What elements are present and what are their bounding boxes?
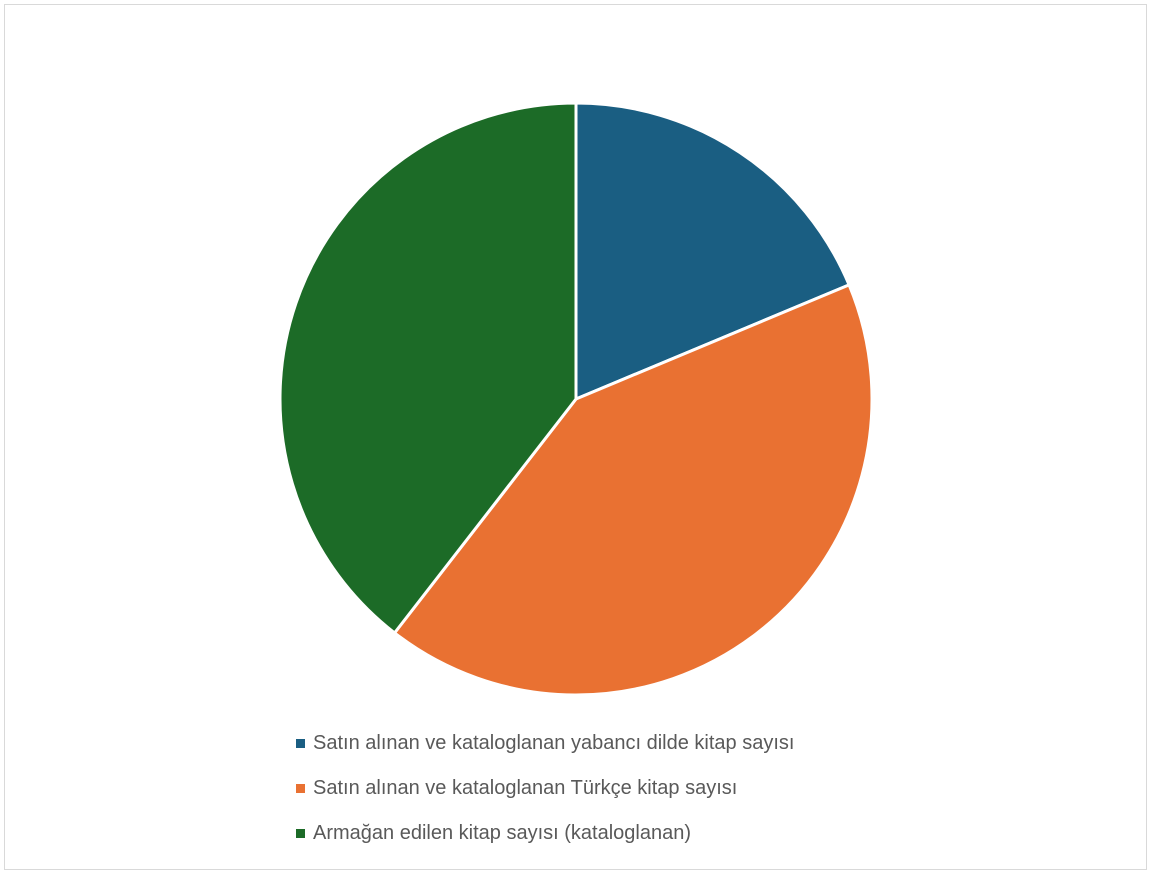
pie-slice-donated-books <box>278 101 578 635</box>
legend-label: Satın alınan ve kataloglanan yabancı dil… <box>313 731 795 754</box>
legend-swatch <box>296 828 305 838</box>
pie-slice-turkish-books <box>393 283 874 697</box>
legend-item-turkish-books: Satın alınan ve kataloglanan Türkçe kita… <box>296 775 794 801</box>
legend-label: Satın alınan ve kataloglanan Türkçe kita… <box>313 776 738 799</box>
pie-slices <box>278 101 874 697</box>
legend: Satın alınan ve kataloglanan yabancı dil… <box>296 730 794 865</box>
legend-item-foreign-books: Satın alınan ve kataloglanan yabancı dil… <box>296 730 794 756</box>
legend-label: Armağan edilen kitap sayısı (kataloglana… <box>313 821 691 844</box>
legend-item-donated-books: Armağan edilen kitap sayısı (kataloglana… <box>296 820 794 846</box>
legend-swatch <box>296 783 305 793</box>
pie-slice-foreign-books <box>574 101 851 401</box>
legend-swatch <box>296 738 305 748</box>
